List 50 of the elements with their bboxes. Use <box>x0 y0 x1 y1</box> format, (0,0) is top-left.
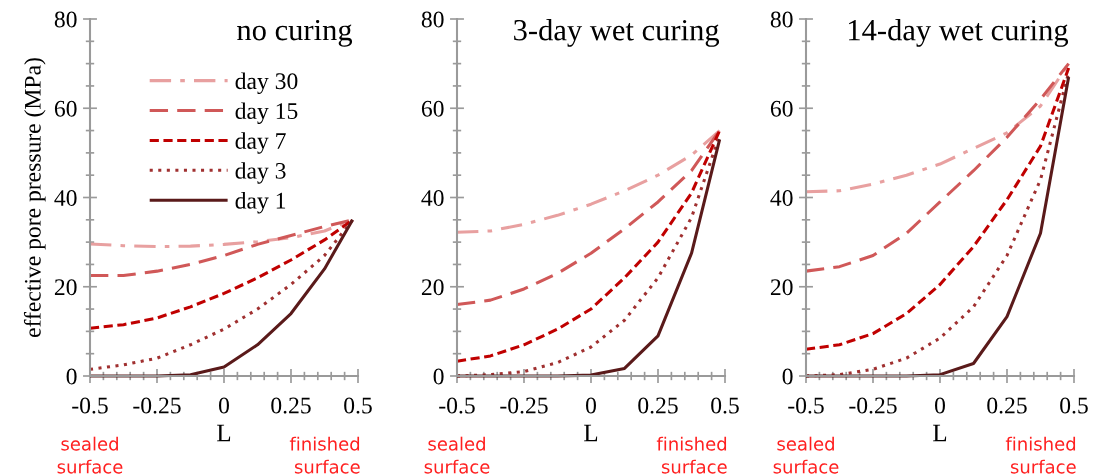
y-tick-label: 60 <box>421 100 444 117</box>
x-tick-label: 0 <box>219 397 229 414</box>
x-tick-label: 0.25 <box>638 397 678 414</box>
line-series <box>804 62 1071 273</box>
x-axis-title: L <box>933 424 947 442</box>
x-tick-label: 0.25 <box>987 397 1027 414</box>
y-axis-title: effective pore pressure (MPa) <box>23 58 46 337</box>
text: sealed surface <box>57 436 123 474</box>
text: finished surface <box>656 436 727 474</box>
text: sealed surface <box>424 436 490 474</box>
line-series <box>455 129 722 234</box>
x-tick-label: 0.5 <box>1060 397 1088 414</box>
x-axis-title: L <box>584 424 598 442</box>
chart-title: 3-day wet curing <box>514 19 720 47</box>
y-tick-label: 20 <box>421 279 444 296</box>
y-tick-label: 60 <box>770 100 793 117</box>
legend-label: day 15 <box>235 102 298 124</box>
x-tick-label: -0.5 <box>788 397 824 414</box>
legend-label: day 30 <box>235 72 298 94</box>
x-tick-label: 0.5 <box>711 397 739 414</box>
y-tick-label: 40 <box>421 189 444 206</box>
x-axis-title: L <box>217 424 231 442</box>
y-tick-label: 80 <box>421 11 444 28</box>
x-tick-label: -0.25 <box>133 397 181 414</box>
y-tick-label: 80 <box>54 11 77 28</box>
chart-title: no curing <box>237 19 353 47</box>
text: finished surface <box>289 436 360 474</box>
text: finished surface <box>1005 436 1076 474</box>
y-tick-label: 60 <box>54 100 77 117</box>
x-tick-label: 0 <box>935 397 945 414</box>
legend-label: day 3 <box>235 162 286 184</box>
x-tick-label: -0.25 <box>500 397 548 414</box>
x-tick-label: -0.5 <box>72 397 108 414</box>
chart-title: 14-day wet curing <box>849 19 1069 47</box>
x-tick-label: 0.25 <box>271 397 311 414</box>
x-tick-label: -0.5 <box>439 397 475 414</box>
x-tick-label: 0 <box>586 397 596 414</box>
text: sealed surface <box>773 436 839 474</box>
y-tick-label: 40 <box>54 189 77 206</box>
y-tick-label: 20 <box>54 279 77 296</box>
y-tick-label: 40 <box>770 189 793 206</box>
legend-label: day 1 <box>235 192 286 214</box>
y-tick-label: 20 <box>770 279 793 296</box>
y-tick-label: 0 <box>782 368 793 385</box>
legend-label: day 7 <box>235 132 286 154</box>
x-tick-label: -0.25 <box>849 397 897 414</box>
y-tick-label: 0 <box>66 368 77 385</box>
y-tick-label: 0 <box>433 368 444 385</box>
x-tick-label: 0.5 <box>344 397 372 414</box>
y-tick-label: 80 <box>770 11 793 28</box>
